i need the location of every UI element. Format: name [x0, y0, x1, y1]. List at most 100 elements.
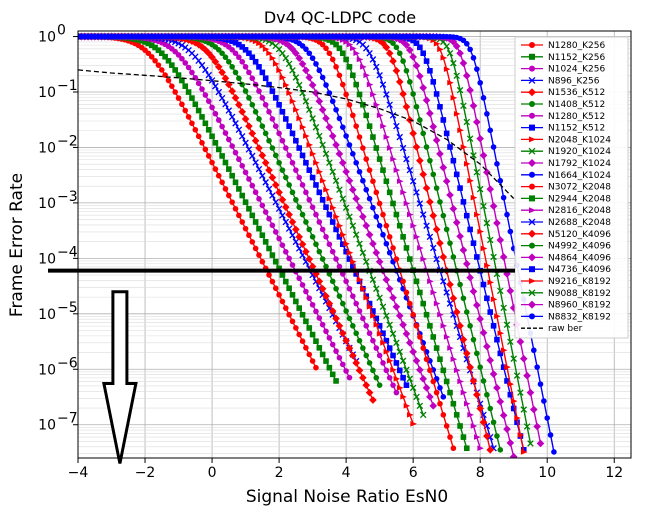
data-point: [463, 40, 470, 47]
data-point: [346, 256, 353, 262]
data-point: [275, 188, 283, 197]
data-point: [477, 364, 483, 370]
data-point: [279, 298, 286, 305]
data-point: [383, 367, 390, 374]
data-point: [520, 449, 528, 455]
data-point: [281, 39, 290, 48]
data-point: [376, 200, 383, 207]
data-point: [476, 134, 484, 143]
data-point: [370, 312, 377, 319]
data-point: [295, 233, 303, 241]
data-point: [326, 241, 333, 248]
data-point: [249, 101, 256, 108]
data-point: [212, 140, 219, 146]
data-point: [235, 126, 243, 134]
data-point: [279, 109, 286, 115]
data-point: [222, 186, 229, 192]
data-point: [246, 95, 252, 101]
data-point: [429, 402, 438, 410]
data-point: [199, 114, 205, 120]
data-point: [528, 76, 536, 84]
y-tick-label: 10: [38, 30, 56, 46]
data-point: [239, 163, 246, 169]
data-point: [526, 388, 535, 397]
data-point: [276, 101, 282, 108]
x-axis: −4 −2 0 2 4 6 8 10 12: [68, 458, 623, 481]
data-point: [497, 177, 504, 184]
data-point: [293, 196, 299, 203]
data-point: [295, 245, 303, 252]
data-point: [333, 256, 339, 262]
data-point: [346, 142, 353, 148]
data-point: [232, 149, 239, 156]
series-N1664_K1024: [78, 33, 447, 400]
data-point: [343, 240, 350, 247]
data-point: [437, 400, 443, 407]
y-tick-exponent: −1: [57, 78, 78, 94]
data-point: [333, 213, 340, 220]
data-point: [303, 159, 309, 166]
data-point: [453, 171, 460, 178]
data-point: [504, 378, 510, 384]
data-point: [316, 315, 323, 321]
data-point: [413, 103, 420, 110]
data-point: [528, 253, 536, 262]
data-point: [169, 83, 175, 89]
data-point: [473, 390, 481, 399]
data-point: [523, 423, 531, 430]
data-point: [463, 445, 470, 452]
data-point: [457, 185, 463, 191]
data-point: [259, 43, 267, 49]
data-point: [236, 75, 242, 82]
data-point: [423, 356, 430, 363]
data-point: [155, 47, 162, 53]
data-point: [432, 225, 441, 234]
data-point: [439, 163, 448, 172]
data-point: [309, 358, 316, 364]
data-point: [282, 82, 290, 88]
data-point: [212, 166, 219, 172]
legend-label: N1920_K1024: [548, 147, 611, 157]
chart-title: Dv4 QC-LDPC code: [264, 8, 416, 27]
data-point: [380, 360, 386, 366]
data-point: [529, 242, 535, 249]
data-point: [529, 183, 535, 190]
data-point: [198, 43, 206, 51]
data-point: [427, 67, 433, 74]
data-point: [292, 74, 300, 81]
data-point: [380, 211, 386, 218]
data-point: [420, 345, 427, 351]
y-tick-label: 10: [38, 85, 56, 101]
data-point: [437, 199, 443, 205]
data-point: [219, 50, 225, 57]
data-point: [447, 79, 454, 86]
data-point: [426, 109, 434, 118]
data-point: [489, 370, 498, 378]
data-point: [353, 81, 359, 88]
data-point: [255, 165, 263, 173]
data-point: [489, 202, 498, 210]
data-point: [413, 323, 420, 329]
x-tick-label: 12: [605, 465, 623, 481]
data-point: [306, 142, 314, 148]
data-point: [199, 86, 205, 92]
data-point: [510, 405, 517, 412]
data-point: [172, 89, 178, 95]
data-point: [437, 356, 443, 363]
legend-label: N8960_K8192: [548, 301, 611, 311]
data-point: [360, 101, 366, 108]
data-point: [419, 411, 427, 419]
data-point: [256, 196, 262, 202]
data-point: [409, 129, 417, 138]
data-point: [407, 211, 414, 218]
legend-label: N9216_K8192: [548, 277, 611, 287]
data-point: [192, 101, 199, 108]
data-point: [373, 374, 380, 381]
data-point: [430, 289, 438, 296]
data-point: [416, 72, 424, 80]
data-point: [396, 50, 403, 57]
data-point: [346, 285, 353, 292]
data-point: [370, 337, 376, 344]
data-point: [313, 338, 319, 345]
data-point: [251, 136, 260, 145]
